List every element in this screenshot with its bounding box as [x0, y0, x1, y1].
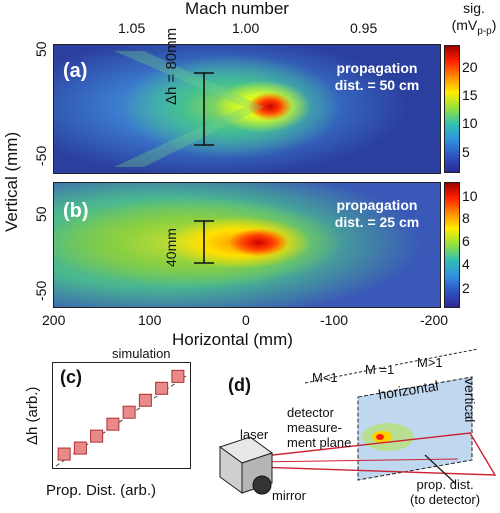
panel-c-point [90, 429, 104, 443]
mach-tick-2: 1.00 [232, 20, 260, 36]
panel-a-prop-box: propagation dist. = 50 cm [318, 60, 436, 94]
panel-b-prop-line2: dist. = 25 cm [334, 214, 420, 230]
colorbar-a-tick-5: 5 [462, 144, 470, 160]
panel-a-dh-label: Δh = 80mm [163, 27, 180, 105]
m-less-label: M<1 [312, 370, 338, 385]
x-tick-200: 200 [42, 312, 66, 328]
colorbar-b [444, 182, 460, 308]
mach-tick-3: 0.95 [350, 20, 378, 36]
panel-a-tag: (a) [63, 60, 88, 82]
detector-line3: ment plane [287, 435, 352, 450]
laser-label: laser [240, 427, 269, 442]
panel-c-fit-line [55, 375, 187, 467]
panel-c-point [171, 369, 185, 383]
prop-dist-label: prop. dist. (to detector) [410, 477, 480, 507]
colorbar-b-tick-8: 8 [462, 210, 470, 226]
colorbar-title-end: ) [491, 17, 497, 33]
vertical-label: vertical [462, 378, 478, 423]
m-eq-label: M =1 [365, 362, 395, 377]
prop-dist-line2: (to detector) [410, 492, 481, 507]
panel-b-dh-label: 40mm [163, 228, 179, 267]
colorbar-a-tick-10: 10 [462, 115, 478, 131]
colorbar-a-tick-20: 20 [462, 59, 478, 75]
panel-c-point [155, 381, 169, 395]
x-tick-neg100: -100 [320, 312, 349, 328]
panel-b-prop-box: propagation dist. = 25 cm [318, 197, 436, 231]
colorbar-title-sub: p-p [477, 25, 492, 37]
panel-c-point [106, 417, 120, 431]
panel-a-prop-line1: propagation [336, 60, 418, 76]
panel-c-tag: (c) [60, 367, 82, 387]
mach-tick-1: 1.05 [118, 20, 146, 36]
detector-label: detector measure- ment plane [287, 405, 351, 450]
x-tick-neg200: -200 [420, 312, 449, 328]
heatmap-a [53, 44, 441, 174]
panel-d-schematic [218, 348, 497, 495]
panel-c-xlabel: Prop. Dist. (arb.) [46, 482, 157, 499]
panel-c-point [73, 441, 87, 455]
panel-b-tag: (b) [63, 200, 89, 222]
panel-d-tag: (d) [228, 375, 251, 395]
y-tick-b-neg50: -50 [33, 280, 49, 301]
colorbar-title-line2: (mV [451, 17, 478, 33]
y-axis-title: Vertical (mm) [2, 131, 21, 232]
detector-line2: measure- [287, 420, 342, 435]
panel-c-point [122, 405, 136, 419]
y-tick-b-50: 50 [33, 206, 49, 222]
colorbar-b-tick-10: 10 [462, 188, 478, 204]
x-axis-title: Horizontal (mm) [172, 330, 293, 349]
colorbar-b-tick-2: 2 [462, 280, 470, 296]
panel-c-point [57, 447, 71, 461]
panel-b-prop-line1: propagation [336, 197, 418, 213]
x-tick-0: 0 [242, 312, 250, 328]
detector-plane [357, 376, 473, 481]
panel-c-plot [52, 362, 191, 469]
panel-c-ylabel: Δh (arb.) [24, 386, 41, 445]
x-tick-100: 100 [138, 312, 162, 328]
panel-c-point [138, 393, 152, 407]
colorbar-title: sig. (mVp-p) [447, 0, 500, 40]
heatmap-b [53, 182, 441, 308]
colorbar-b-tick-6: 6 [462, 233, 470, 249]
panel-a-prop-line2: dist. = 50 cm [334, 77, 420, 93]
prop-dist-line1: prop. dist. [416, 477, 474, 492]
mirror-label: mirror [272, 488, 306, 503]
y-tick-a-50: 50 [33, 41, 49, 57]
colorbar-a-tick-15: 15 [462, 87, 478, 103]
mach-axis-title: Mach number [185, 0, 289, 18]
panel-c-title: simulation [112, 346, 171, 361]
colorbar-title-line1: sig. [463, 0, 485, 16]
colorbar-b-tick-4: 4 [462, 256, 470, 272]
detector-line1: detector [287, 405, 334, 420]
m-greater-label: M>1 [417, 355, 443, 370]
colorbar-a [444, 45, 460, 173]
y-tick-a-neg50: -50 [33, 145, 49, 166]
